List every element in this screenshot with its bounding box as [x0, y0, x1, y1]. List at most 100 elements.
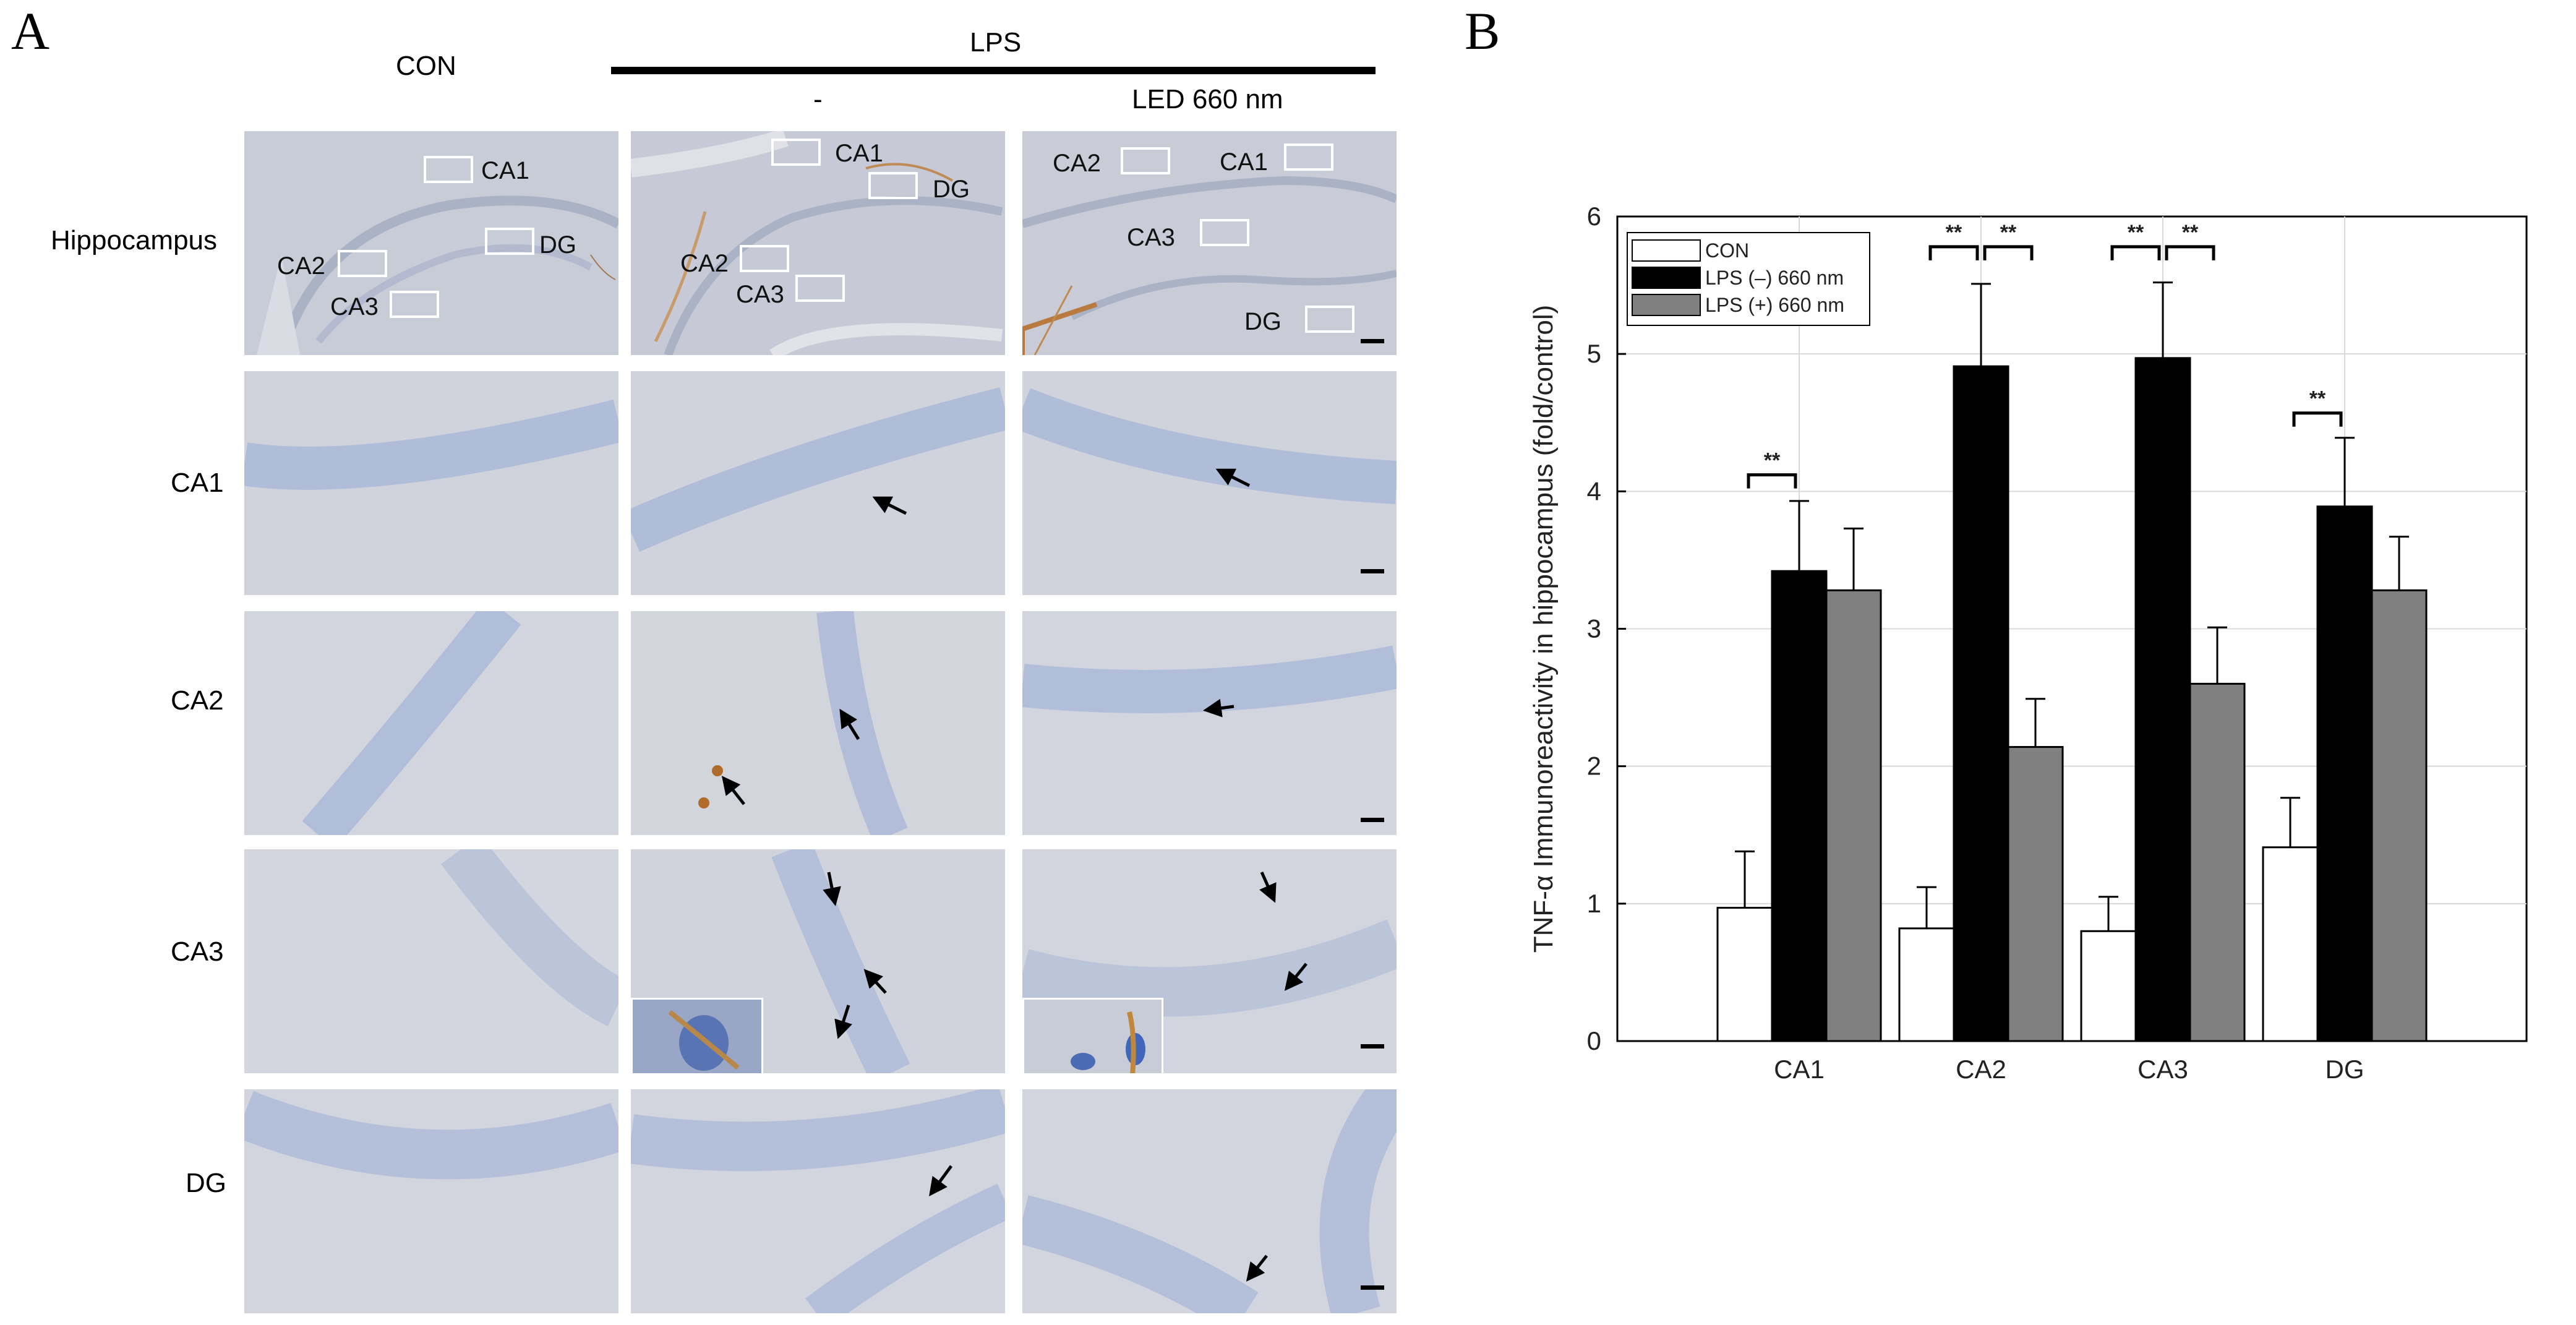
y-tick-label: 3 — [1587, 614, 1601, 643]
roi-box-dg — [1305, 306, 1354, 333]
x-tick-label: CA1 — [1774, 1055, 1825, 1084]
inset-magnified-cell — [1022, 998, 1163, 1073]
micrograph-dg-con — [244, 1089, 618, 1313]
significance-bracket — [2165, 245, 2215, 260]
roi-label-ca1: CA1 — [481, 157, 529, 184]
roi-box-ca2 — [338, 250, 387, 277]
roi-box-ca1 — [1284, 144, 1333, 171]
legend-label: LPS (–) 660 nm — [1705, 267, 1844, 289]
micrograph-ca1-con — [244, 371, 618, 595]
y-axis-label: TNF-α Immunoreactivity in hippocampus (f… — [1528, 305, 1559, 953]
row-label-ca2: CA2 — [171, 685, 224, 716]
roi-box-ca2 — [1121, 147, 1170, 174]
roi-label-ca1: CA1 — [835, 140, 883, 167]
row-label-dg: DG — [186, 1168, 226, 1198]
roi-label-ca2: CA2 — [277, 252, 325, 280]
x-tick-label: DG — [2326, 1055, 2364, 1084]
row-label-hippocampus: Hippocampus — [51, 225, 218, 255]
column-header-led: LED 660 nm — [1132, 84, 1283, 114]
roi-label-ca3: CA3 — [736, 281, 784, 308]
arrow-marker — [823, 872, 841, 906]
micrograph-dg-lps — [631, 1089, 1005, 1313]
significance-label: ** — [1946, 221, 1962, 244]
panel-b-letter: B — [1465, 1, 1500, 61]
lps-bracket-line — [611, 67, 1376, 74]
roi-label-ca3: CA3 — [330, 293, 379, 320]
significance-bracket — [1747, 473, 1797, 489]
legend-swatch — [1632, 294, 1701, 316]
arrow-marker — [1203, 698, 1235, 718]
micrograph-ca3-lps — [631, 849, 1005, 1073]
bar — [1771, 570, 1828, 1042]
micrograph-ca1-led — [1022, 371, 1397, 595]
roi-box-ca1 — [771, 139, 821, 166]
arrow-marker — [1215, 468, 1251, 487]
roi-box-ca3 — [390, 291, 439, 318]
y-tick-label: 2 — [1587, 752, 1601, 781]
scale-bar — [1361, 339, 1384, 343]
arrow-marker — [721, 776, 745, 805]
bar — [2371, 589, 2428, 1042]
significance-label: ** — [1764, 449, 1781, 473]
roi-box-ca3 — [1200, 219, 1249, 246]
significance-label: ** — [2000, 221, 2017, 244]
micrograph-ca3-led — [1022, 849, 1397, 1073]
significance-label: ** — [2182, 221, 2199, 244]
bar — [2007, 746, 2064, 1042]
scale-bar — [1361, 1044, 1384, 1048]
x-tick-label: CA3 — [2137, 1055, 2188, 1084]
significance-bracket — [2292, 411, 2343, 427]
significance-label: ** — [2128, 221, 2144, 244]
significance-bracket — [1983, 245, 2034, 260]
bar — [1953, 365, 2009, 1042]
significance-bracket — [1928, 245, 1979, 260]
micrograph-ca1-lps — [631, 371, 1005, 595]
roi-box-dg — [868, 172, 918, 199]
inset-magnified-cell — [631, 998, 763, 1073]
bar — [2316, 505, 2373, 1042]
bar — [1898, 927, 1955, 1042]
roi-label-dg: DG — [1244, 308, 1282, 335]
roi-label-dg: DG — [539, 231, 576, 259]
roi-label-dg: DG — [933, 176, 970, 203]
micrograph-dg-led — [1022, 1089, 1397, 1313]
significance-label: ** — [2309, 387, 2326, 411]
x-tick-label: CA2 — [1956, 1055, 2006, 1084]
arrow-marker — [839, 708, 860, 740]
arrow-marker — [1259, 871, 1277, 903]
row-label-ca3: CA3 — [171, 937, 224, 967]
arrow-annotations — [721, 468, 1307, 1282]
micrograph-ca2-lps — [631, 611, 1005, 835]
panel-a-letter: A — [11, 1, 50, 61]
arrow-marker — [834, 1005, 852, 1039]
arrow-marker — [929, 1165, 953, 1197]
significance-bracket — [2110, 245, 2161, 260]
arrow-marker — [872, 496, 907, 515]
y-tick-label: 4 — [1587, 476, 1601, 505]
micrograph-ca2-led — [1022, 611, 1397, 835]
y-tick-label: 1 — [1587, 889, 1601, 918]
legend-swatch — [1632, 239, 1701, 262]
roi-box-ca3 — [795, 275, 845, 302]
scale-bar — [1361, 818, 1384, 822]
bar — [1716, 906, 1773, 1042]
roi-label-ca1: CA1 — [1220, 148, 1268, 176]
micrograph-ca3-con — [244, 849, 618, 1073]
legend-swatch — [1632, 267, 1701, 289]
roi-box-dg — [485, 228, 534, 255]
legend-label: LPS (+) 660 nm — [1705, 294, 1844, 316]
arrow-marker — [1284, 963, 1307, 991]
roi-label-ca2: CA2 — [680, 250, 729, 277]
y-tick-label: 0 — [1587, 1026, 1601, 1055]
scale-bar — [1361, 569, 1384, 573]
bar — [2189, 682, 2246, 1042]
y-tick-label: 5 — [1587, 339, 1601, 368]
bar — [2134, 357, 2191, 1042]
scale-bar — [1361, 1285, 1384, 1290]
roi-label-ca2: CA2 — [1053, 150, 1101, 177]
roi-box-ca2 — [740, 245, 789, 272]
arrow-marker — [863, 969, 887, 994]
micrograph-ca2-con — [244, 611, 618, 835]
y-tick-label: 6 — [1587, 202, 1601, 231]
column-header-minus: - — [813, 84, 823, 114]
